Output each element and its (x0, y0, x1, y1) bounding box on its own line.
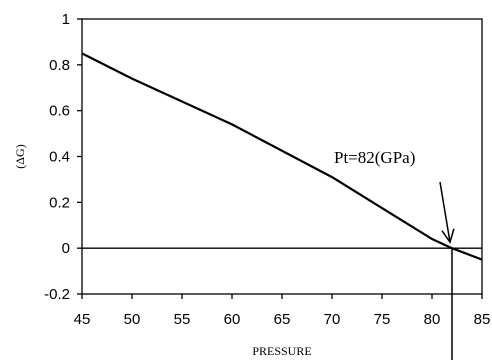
y-tick-label: 0.8 (49, 57, 70, 74)
marks (81, 52, 483, 360)
x-tick-label: 65 (274, 311, 291, 328)
x-tick-label: 45 (74, 311, 91, 328)
axes (77, 18, 483, 299)
series-line (81, 52, 483, 261)
y-tick-label: 1 (62, 11, 70, 28)
x-axis-title: PRESSURE (252, 344, 311, 358)
labels: -0.2 0 0.2 0.4 0.6 0.8 1 45 50 55 60 65 70 75 80 85 PRES… (13, 11, 490, 358)
annotation-label: Pt=82(GPa) (334, 148, 415, 167)
x-tick-label: 70 (324, 311, 341, 328)
y-tick-label: 0 (62, 240, 70, 257)
y-tick-label: 0.6 (49, 103, 70, 120)
annotation-arrow-head (441, 228, 455, 244)
y-tick-label: 0.4 (49, 149, 70, 166)
x-tick-label: 50 (124, 311, 141, 328)
x-tick-label: 80 (424, 311, 441, 328)
x-tick-label: 85 (474, 311, 491, 328)
x-tick-label: 60 (224, 311, 241, 328)
annotation-arrow-shaft (439, 181, 451, 243)
y-tick-label: -0.2 (44, 286, 70, 303)
plot-frame (81, 18, 483, 295)
y-tick-label: 0.2 (49, 194, 70, 211)
x-tick-label: 75 (374, 311, 391, 328)
y-axis-title: (ΔG) (13, 144, 27, 168)
x-tick-label: 55 (174, 311, 191, 328)
